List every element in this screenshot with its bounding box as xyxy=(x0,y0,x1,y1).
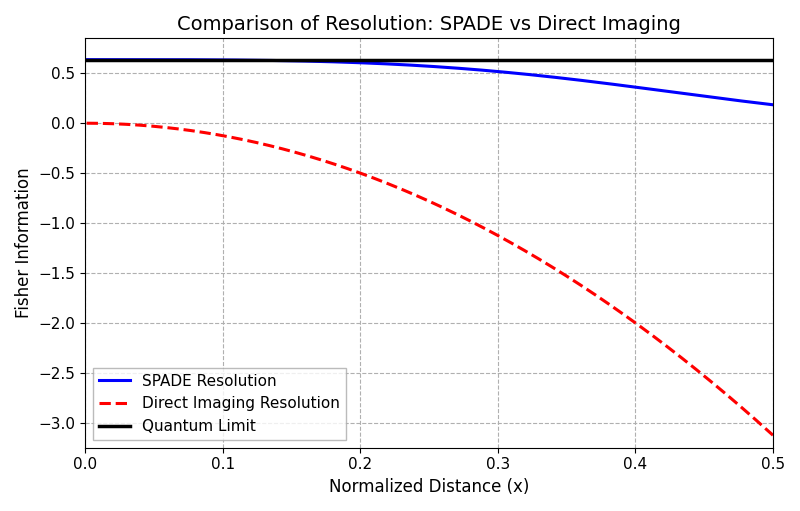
SPADE Resolution xyxy=(553,75,562,81)
Legend: SPADE Resolution, Direct Imaging Resolution, Quantum Limit: SPADE Resolution, Direct Imaging Resolut… xyxy=(93,367,346,440)
Title: Comparison of Resolution: SPADE vs Direct Imaging: Comparison of Resolution: SPADE vs Direc… xyxy=(177,15,681,34)
Direct Imaging Resolution xyxy=(553,268,562,274)
Direct Imaging Resolution xyxy=(630,319,639,325)
SPADE Resolution xyxy=(630,84,639,90)
SPADE Resolution xyxy=(359,60,369,66)
X-axis label: Normalized Distance (x): Normalized Distance (x) xyxy=(329,478,530,496)
Direct Imaging Resolution xyxy=(82,120,91,126)
SPADE Resolution xyxy=(768,102,778,108)
SPADE Resolution xyxy=(384,61,394,67)
Direct Imaging Resolution xyxy=(617,310,626,316)
Direct Imaging Resolution xyxy=(152,124,162,130)
Line: Direct Imaging Resolution: Direct Imaging Resolution xyxy=(86,123,773,435)
SPADE Resolution xyxy=(82,57,91,63)
Direct Imaging Resolution xyxy=(384,181,394,187)
Line: SPADE Resolution: SPADE Resolution xyxy=(86,60,773,105)
Direct Imaging Resolution xyxy=(768,432,778,438)
Direct Imaging Resolution xyxy=(359,172,369,178)
SPADE Resolution xyxy=(617,82,626,88)
Y-axis label: Fisher Information: Fisher Information xyxy=(15,168,33,318)
SPADE Resolution xyxy=(152,57,162,63)
